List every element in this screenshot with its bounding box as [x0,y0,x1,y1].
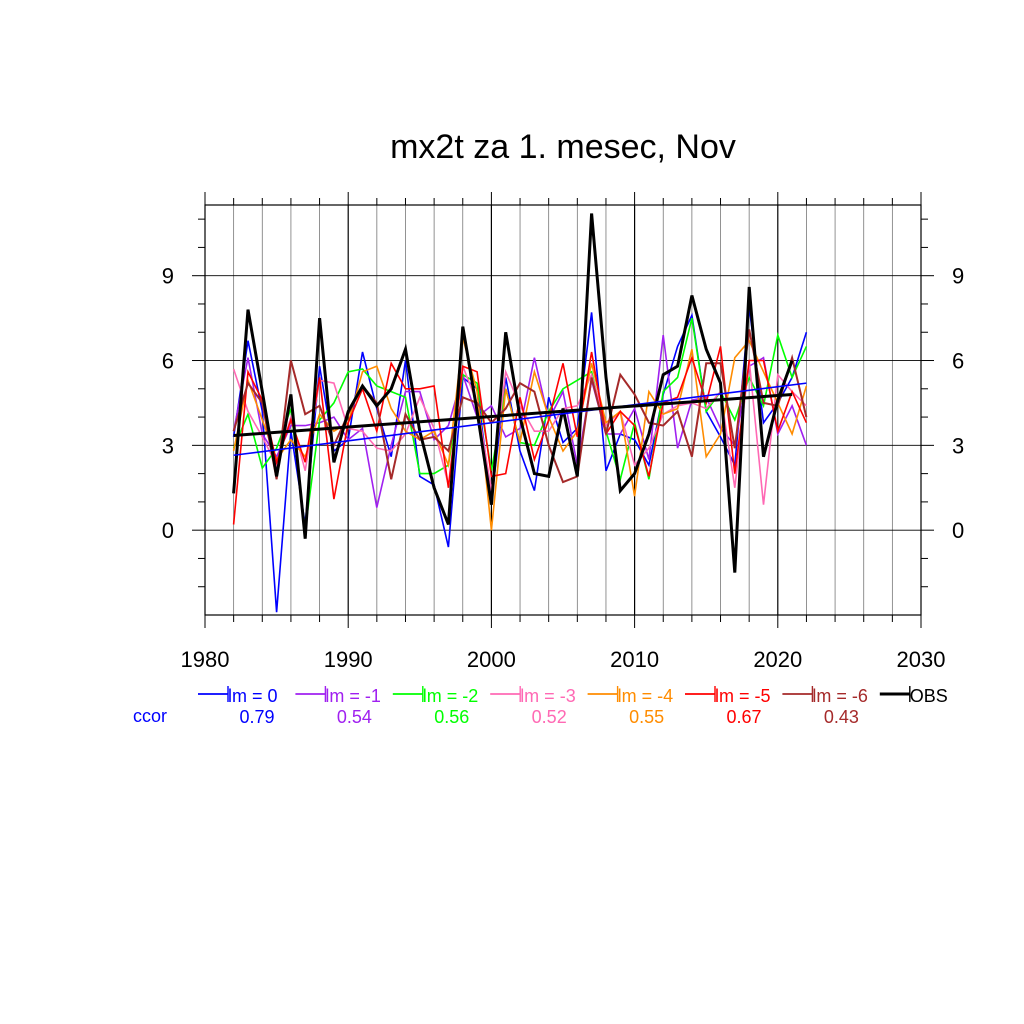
legend-ccor-value: 0.56 [434,707,469,727]
series-line-lm-5 [232,346,808,525]
legend-label: lm = -1 [325,686,381,706]
y-tick-label-right: 6 [952,349,964,374]
y-tick-label-right: 3 [952,433,964,458]
legend-label: lm = -2 [423,686,479,706]
series-layer [232,213,808,613]
legend-label: lm = 0 [228,686,278,706]
series-line-obs [232,213,794,573]
legend: ccor lm = 00.79 lm = -10.54 lm = -20.56 lm =… [133,686,948,727]
ccor-label: ccor [133,706,167,726]
legend-ccor-value: 0.55 [629,707,664,727]
legend-label: lm = -4 [618,686,674,706]
axes: 1980 1990 2000 2010 2020 2030 0 0 3 3 6 6 9 9 [162,192,964,672]
x-tick-label: 2010 [610,647,659,672]
legend-ccor-value: 0.67 [726,707,761,727]
legend-label: lm = -6 [812,686,868,706]
chart-title: mx2t za 1. mesec, Nov [390,128,736,166]
x-tick-label: 2020 [753,647,802,672]
y-tick-label-left: 0 [162,518,174,543]
x-tick-label: 2030 [897,647,946,672]
legend-label: lm = -5 [715,686,771,706]
y-tick-label-left: 9 [162,264,174,289]
x-tick-label: 1980 [181,647,230,672]
trend-line-lm-0 [233,382,807,457]
y-tick-label-left: 3 [162,433,174,458]
plot-frame [204,204,922,616]
legend-ccor-value: 0.54 [337,707,372,727]
y-tick-label-right: 9 [952,264,964,289]
legend-ccor-value: 0.43 [824,707,859,727]
legend-label: lm = -3 [520,686,576,706]
legend-label: OBS [910,686,948,706]
legend-ccor-value: 0.79 [239,707,274,727]
series-line-lm-3 [232,360,807,505]
x-tick-label: 2000 [467,647,516,672]
trend-line-obs [233,392,793,437]
legend-ccor-value: 0.52 [532,707,567,727]
x-tick-label: 1990 [324,647,373,672]
y-tick-label-left: 6 [162,349,174,374]
y-tick-label-right: 0 [952,518,964,543]
